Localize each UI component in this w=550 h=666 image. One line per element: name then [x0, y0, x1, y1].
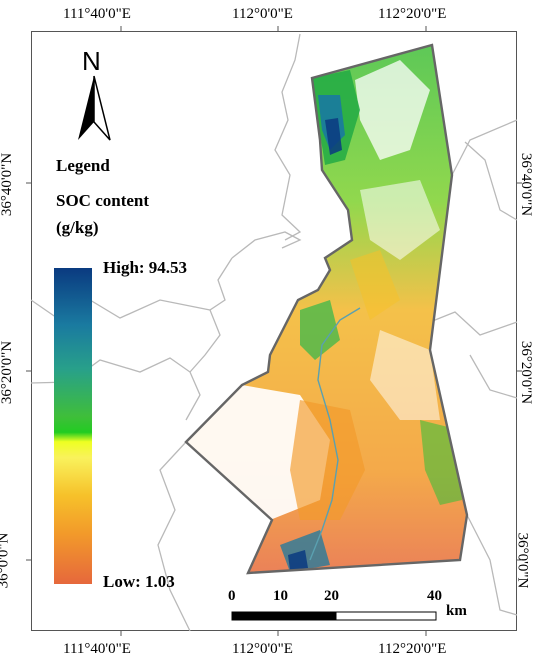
legend-color-ramp [54, 268, 92, 584]
scale-tick-20: 20 [324, 588, 339, 604]
scale-tick-0: 0 [228, 588, 236, 604]
scale-tick-40: 40 [427, 588, 442, 604]
legend-high-label: High: 94.53 [103, 258, 188, 277]
lon-label-top-3: 112°20'0"E [378, 6, 447, 22]
lon-label-top-1: 111°40'0"E [63, 6, 131, 22]
lon-label-bottom-1: 111°40'0"E [63, 641, 131, 657]
legend-low-label: Low: 1.03 [103, 572, 175, 591]
north-arrow-icon [78, 75, 111, 141]
lon-label-bottom-3: 112°20'0"E [378, 641, 447, 657]
scale-unit: km [446, 603, 467, 619]
legend-title: Legend [56, 156, 110, 175]
lon-label-bottom-2: 112°0'0"E [232, 641, 293, 657]
scale-bar [231, 611, 437, 621]
scale-tick-10: 10 [273, 588, 288, 604]
lon-label-top-2: 112°0'0"E [232, 6, 293, 22]
north-letter: N [82, 46, 101, 76]
legend-unit: (g/kg) [56, 218, 99, 237]
river [309, 307, 361, 561]
legend-variable: SOC content [56, 191, 150, 210]
study-area-boundary [184, 43, 469, 575]
